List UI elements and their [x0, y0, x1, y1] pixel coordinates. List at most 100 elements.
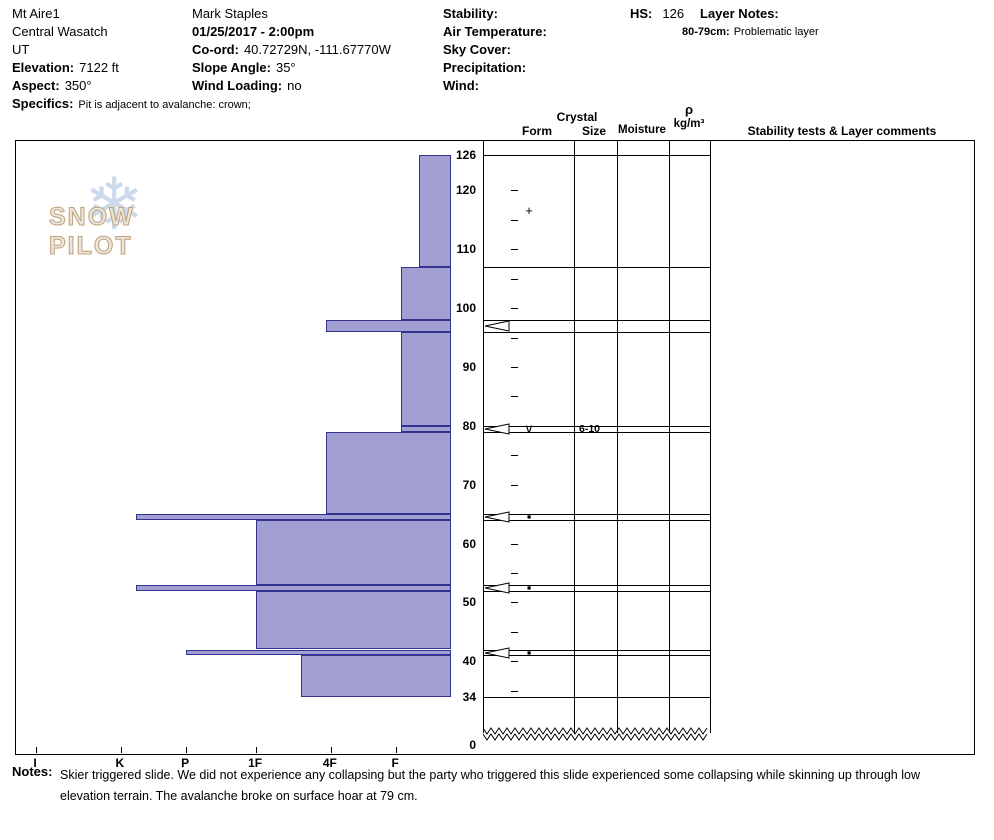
site-info-block: Mt Aire1 Central Wasatch UT Elevation: 71… [12, 5, 251, 113]
hs-row: HS: 126 [630, 5, 684, 23]
depth-minor-tick-110 [511, 249, 518, 251]
elevation-label: Elevation: [12, 60, 75, 75]
coordinates-label: Co-ord: [192, 42, 239, 57]
snowpilot-logo-text: SNOW PILOT [49, 203, 135, 261]
hardness-tick-P [186, 747, 187, 753]
depth-minor-tick-45 [511, 631, 518, 633]
grain-form-symbol-surface-hoar: ∨ [524, 420, 534, 436]
depth-label-70: 70 [462, 477, 476, 492]
depth-minor-tick-50 [511, 602, 518, 604]
layer-bar-52-42 [256, 590, 451, 650]
hardness-tick-1F [256, 747, 257, 753]
layer-bar-107-98 [401, 266, 451, 320]
thin-layer-marker-icon-42 [484, 646, 510, 659]
layer-bar-96-80 [401, 331, 451, 426]
hardness-label-I: I [33, 756, 37, 770]
layer-bar-65-64 [136, 514, 451, 520]
depth-minor-tick-120 [511, 190, 518, 192]
grain-form-symbol-crust: ▪ [526, 579, 532, 595]
depth-minor-tick-105 [511, 278, 518, 280]
column-divider-panel-left [483, 141, 484, 733]
column-divider-moisture-density [669, 141, 670, 733]
layer-bar-126-107 [418, 155, 451, 267]
depth-label-100: 100 [455, 301, 476, 316]
precipitation-label: Precipitation: [443, 60, 527, 75]
grain-form-symbol-crust: ▪ [526, 509, 532, 525]
layer-boundary-line-42 [483, 649, 710, 651]
layer-boundary-line-34 [483, 696, 710, 698]
layer-note-entry: 80-79cm: Problematic layer [682, 23, 819, 41]
layer-note-depth: 80-79cm: [682, 26, 730, 38]
hardness-tick-I [36, 747, 37, 753]
hs-label: HS: [630, 6, 653, 21]
layer-boundary-line-53 [483, 584, 710, 586]
depth-label-110: 110 [456, 242, 476, 257]
layer-boundary-line-64 [483, 520, 710, 521]
wind-label: Wind: [443, 78, 479, 93]
grain-form-symbol-precipitation-particles: + [525, 202, 533, 218]
coordinates-row: Co-ord: 40.72729N, -111.67770W [192, 41, 391, 59]
hs-block: HS: 126 [630, 5, 684, 23]
sky-cover-label: Sky Cover: [443, 42, 511, 57]
thin-layer-marker-icon-53 [484, 582, 510, 594]
stability-label: Stability: [443, 6, 498, 21]
depth-label-120: 120 [455, 183, 476, 198]
depth-minor-tick-90 [511, 366, 518, 368]
depth-minor-tick-75 [511, 455, 518, 457]
hardness-label-K: K [115, 756, 125, 770]
elevation-row: Elevation: 7122 ft [12, 59, 251, 77]
crystal-header: Crystal [556, 110, 598, 124]
specifics-label: Specifics: [12, 96, 74, 111]
depth-minor-tick-40 [511, 661, 518, 663]
layer-notes-label: Layer Notes: [700, 6, 779, 21]
aspect-label: Aspect: [12, 78, 60, 93]
hardness-axis-labels: I K P 1F 4F F [15, 756, 451, 772]
aspect-row: Aspect: 350° [12, 77, 251, 95]
layer-boundary-line-107 [483, 266, 710, 268]
layer-boundary-line-65 [483, 514, 710, 516]
layer-bar-41-34 [300, 655, 451, 697]
notes-label: Notes: [12, 764, 53, 779]
moisture-column-header: Moisture [618, 124, 666, 136]
form-column-header: Form [522, 124, 552, 138]
thin-layer-marker-icon-65 [484, 511, 510, 523]
hardness-label-4F: 4F [322, 756, 337, 770]
snowflake-icon: ❄ [84, 165, 145, 245]
density-units-label: kg/m³ [673, 118, 705, 130]
hs-value: 126 [662, 6, 685, 21]
layer-boundary-line-52 [483, 590, 710, 592]
layer-bar-98-96 [326, 319, 451, 332]
layer-boundary-line-96 [483, 331, 710, 333]
chart-dynamic-layer: 126 120 110 100 90 80 70 60 50 40 34 0 + ∨ 6-10 ▪ ▪ ▪ [16, 141, 974, 754]
hardness-label-P: P [181, 756, 190, 770]
depth-minor-tick-115 [511, 219, 518, 221]
hardness-tick-K [121, 747, 122, 753]
depth-minor-tick-70 [511, 484, 518, 486]
grain-form-symbol-crust: ▪ [526, 644, 532, 660]
aspect-value: 350° [64, 78, 92, 93]
observer-info-block: Mark Staples 01/25/2017 - 2:00pm Co-ord:… [192, 5, 391, 95]
column-divider-density-comments [710, 141, 711, 733]
layer-bar-79-65 [326, 431, 451, 515]
wind-loading-value: no [287, 78, 302, 93]
depth-label-34: 34 [462, 689, 476, 704]
wind-loading-label: Wind Loading: [192, 78, 283, 93]
conditions-block: Stability: Air Temperature: Sky Cover: P… [443, 5, 547, 95]
hardness-tick-F [396, 747, 397, 753]
depth-minor-tick-95 [511, 337, 518, 339]
ground-depth-label: 0 [469, 738, 476, 752]
column-divider-size-moisture [617, 141, 618, 733]
hardness-tick-4F [331, 747, 332, 753]
comments-column-header: Stability tests & Layer comments [747, 124, 937, 138]
depth-minor-tick-35 [511, 690, 518, 692]
depth-minor-tick-85 [511, 396, 518, 398]
snow-profile-chart: ❄ SNOW PILOT 126 120 110 100 90 80 70 60 50 40 34 0… [15, 140, 975, 755]
pit-region: Central Wasatch [12, 24, 108, 39]
layer-bar-42-41 [186, 649, 451, 656]
depth-break-zigzag-icon [483, 727, 708, 741]
slope-angle-row: Slope Angle: 35° [192, 59, 391, 77]
depth-label-90: 90 [462, 359, 476, 374]
size-column-header: Size [581, 124, 606, 138]
depth-minor-tick-65 [511, 514, 518, 516]
